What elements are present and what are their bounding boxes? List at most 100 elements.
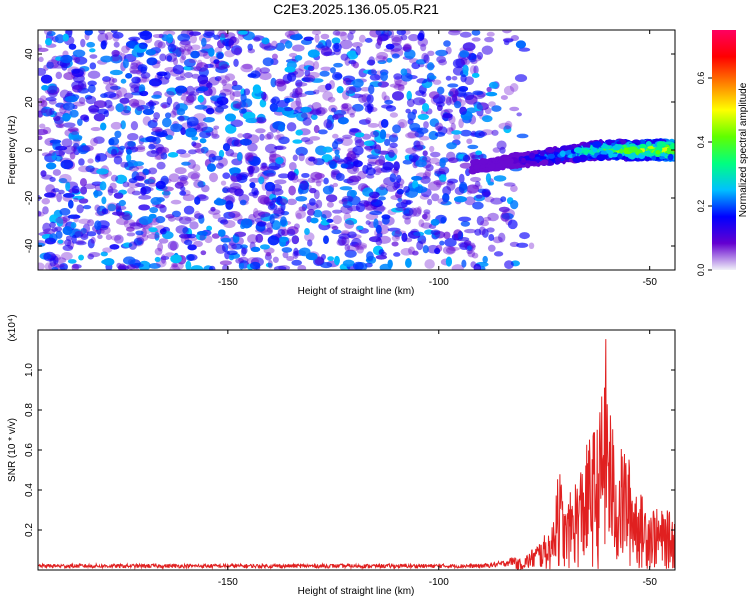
heatmap-cell	[131, 76, 141, 84]
heatmap-cell	[100, 55, 113, 63]
heatmap-cell	[71, 263, 79, 270]
heatmap-cell	[295, 82, 308, 87]
heatmap-cell	[71, 145, 77, 152]
heatmap-cell	[75, 241, 87, 246]
heatmap-cell	[484, 36, 495, 43]
heatmap-cell	[404, 49, 416, 60]
heatmap-cell	[219, 260, 232, 266]
heatmap-cell	[336, 239, 346, 246]
heatmap-cell	[645, 141, 652, 147]
heatmap-cell	[408, 207, 418, 217]
heatmap-cell	[133, 161, 145, 167]
heatmap-cell	[120, 78, 127, 84]
heatmap-cell	[252, 207, 259, 218]
heatmap-cell	[150, 197, 162, 205]
heatmap-cell	[512, 151, 519, 159]
heatmap-cell	[429, 145, 435, 153]
heatmap-cell	[432, 94, 446, 104]
heatmap-cell	[369, 236, 382, 243]
heatmap-cell	[215, 66, 228, 74]
heatmap-cell	[334, 149, 340, 155]
heatmap-cell	[428, 91, 440, 99]
heatmap-cell	[155, 216, 166, 224]
heatmap-cell	[445, 256, 452, 267]
heatmap-cell	[333, 62, 343, 68]
heatmap-cell	[148, 213, 157, 219]
heatmap-cell	[97, 108, 109, 115]
heatmap-cell	[160, 256, 170, 261]
heatmap-cell	[103, 258, 115, 266]
heatmap-cell	[188, 149, 197, 155]
heatmap-cell	[233, 58, 239, 68]
heatmap-cell	[225, 200, 234, 210]
heatmap-cell	[88, 251, 101, 258]
colorbar-label: Normalized spectral amplitude	[738, 82, 749, 217]
heatmap-cell	[42, 206, 49, 215]
heatmap-cell	[271, 53, 278, 60]
heatmap-cell	[331, 229, 342, 235]
heatmap-cell	[197, 74, 209, 85]
heatmap-cell	[217, 75, 231, 84]
heatmap-cell	[434, 247, 441, 255]
heatmap-cell	[392, 91, 404, 101]
heatmap-cell	[619, 148, 624, 154]
heatmap-cell	[436, 55, 447, 64]
heatmap-cell	[93, 190, 103, 197]
heatmap-cell	[356, 245, 364, 254]
heatmap-cell	[40, 100, 48, 108]
heatmap-cell	[67, 127, 79, 132]
heatmap-cell	[298, 206, 306, 212]
heatmap-cell	[341, 103, 349, 109]
heatmap-cell	[471, 252, 479, 259]
heatmap-cell	[360, 87, 371, 92]
heatmap-cell	[666, 147, 672, 154]
heatmap-cell	[664, 141, 674, 145]
heatmap-cell	[219, 32, 229, 38]
heatmap-cell	[39, 95, 47, 103]
heatmap-cell	[320, 210, 332, 219]
heatmap-cell	[375, 159, 385, 166]
heatmap-cell	[60, 159, 74, 170]
heatmap-cell	[176, 149, 187, 155]
heatmap-cell	[99, 181, 107, 191]
heatmap-cell	[491, 157, 497, 162]
heatmap-cell	[70, 222, 77, 229]
heatmap-cell	[504, 120, 513, 130]
heatmap-cell	[38, 47, 49, 52]
heatmap-cell	[320, 45, 330, 51]
heatmap-cell	[190, 44, 201, 51]
heatmap-cell	[78, 254, 85, 261]
heatmap-cell	[119, 145, 126, 150]
heatmap-cell	[113, 155, 123, 165]
spectrogram-x-label: Height of straight line (km)	[298, 286, 415, 297]
colorbar: 0.0 0.2 0.4 0.6 Normalized spectral amplitu…	[696, 30, 749, 276]
heatmap-cell	[320, 66, 332, 72]
heatmap-cell	[428, 157, 440, 164]
heatmap-cell	[386, 57, 393, 63]
heatmap-cell	[656, 141, 663, 148]
heatmap-cell	[466, 138, 473, 145]
heatmap-cell	[74, 56, 88, 65]
heatmap-cell	[352, 61, 359, 69]
heatmap-cell	[147, 176, 156, 185]
heatmap-cell	[180, 127, 186, 135]
heatmap-cell	[151, 94, 162, 99]
heatmap-cell	[98, 30, 106, 35]
heatmap-cell	[517, 164, 527, 168]
heatmap-cell	[64, 239, 72, 247]
heatmap-cell	[315, 180, 322, 187]
heatmap-cell	[510, 184, 518, 193]
heatmap-cell	[528, 152, 536, 159]
heatmap-cell	[41, 84, 49, 91]
heatmap-cell	[406, 98, 415, 108]
heatmap-cell	[134, 107, 143, 116]
heatmap-cell	[385, 43, 395, 50]
heatmap-cell	[319, 70, 330, 77]
heatmap-cell	[281, 229, 289, 237]
heatmap-cell	[332, 182, 339, 188]
heatmap-cell	[605, 139, 614, 146]
heatmap-cell	[61, 138, 73, 148]
heatmap-cell	[453, 100, 462, 109]
heatmap-cell	[200, 250, 207, 256]
heatmap-cell	[363, 140, 375, 147]
